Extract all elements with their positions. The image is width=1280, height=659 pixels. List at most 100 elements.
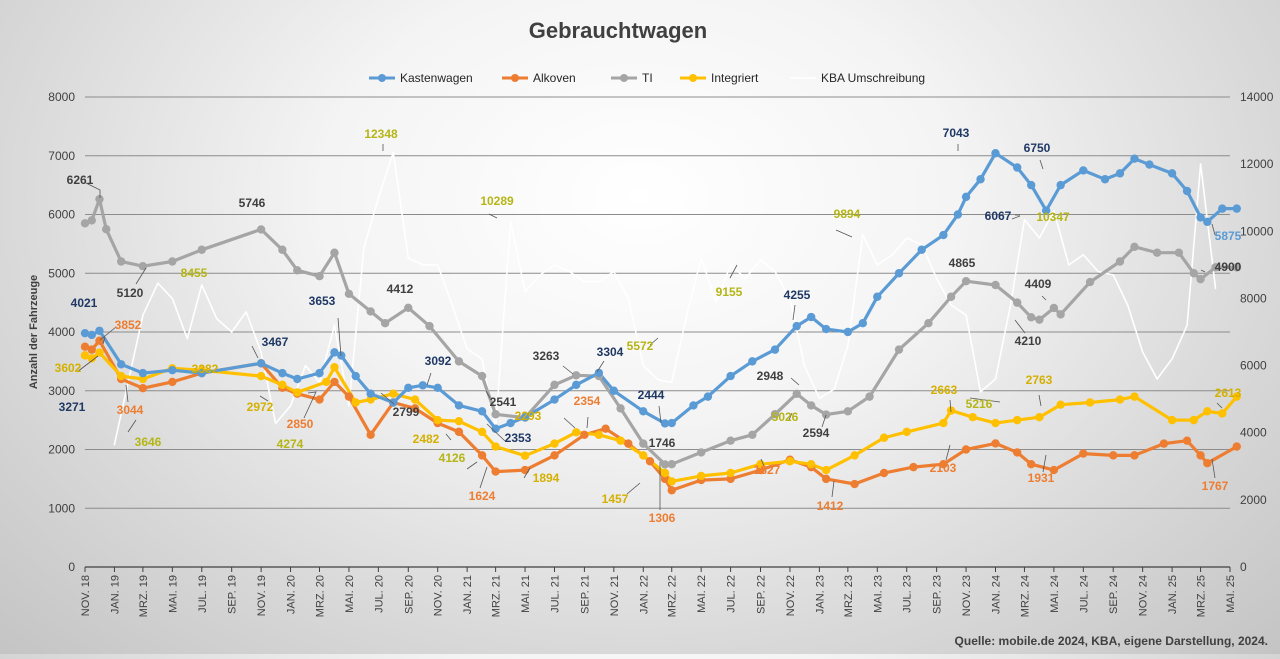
marker-integriert [322,377,331,387]
y-tick-label: 3000 [48,384,75,398]
marker-kastenwagen [609,386,619,395]
marker-ti [961,276,971,286]
marker-alkoven [580,430,589,440]
marker-kastenwagen [520,412,530,422]
marker-alkoven [660,474,670,484]
marker-kastenwagen [87,330,96,340]
marker-integriert [1013,415,1022,425]
leader-line [125,384,129,403]
marker-ti [748,430,757,440]
legend-label: Alkoven [533,71,576,85]
marker-alkoven [477,451,487,460]
marker-ti [571,371,581,380]
x-tick-label: JAN. 25 [1167,575,1179,614]
marker-kastenwagen [703,392,713,401]
leader-line [1038,394,1042,407]
marker-kastenwagen [454,401,464,410]
marker-kastenwagen [95,326,104,335]
marker-ti [843,407,853,416]
y2-tick-label: 4000 [1240,426,1267,440]
data-label: 6067 [985,209,1012,223]
marker-kastenwagen [116,360,126,369]
y-axis-label: Anzahl der Fahrzeuge [28,275,40,389]
marker-integriert [477,427,487,437]
marker-alkoven [168,377,177,387]
x-tick-label: MRZ. 23 [843,575,855,617]
y2-tick-label: 0 [1240,560,1247,574]
marker-integriert [1085,398,1095,407]
x-tick-label: JUL. 22 [726,575,738,613]
marker-ti [1115,257,1125,266]
marker-kastenwagen [660,419,670,428]
marker-integriert [1189,415,1199,425]
marker-ti [404,303,413,312]
data-label: 3092 [425,354,452,368]
leader-line [479,466,488,489]
marker-integriert [968,412,978,422]
marker-alkoven [454,427,464,437]
data-label: 2948 [757,369,784,383]
marker-ti [1130,242,1139,252]
marker-alkoven [1027,459,1036,469]
x-tick-label: SEP. 22 [756,575,768,614]
marker-ti [821,410,831,419]
x-tick-label: MRZ. 20 [315,575,327,617]
leader-line [658,405,662,424]
x-tick-label: MAI. 23 [872,575,884,613]
leader-line [466,461,478,470]
marker-kastenwagen [1056,180,1065,190]
x-tick-label: MRZ. 25 [1196,575,1208,617]
data-label: 3044 [117,403,144,417]
marker-kastenwagen [389,398,398,407]
x-tick-label: MAI. 21 [520,575,532,613]
marker-kastenwagen [1013,163,1022,172]
marker-alkoven [410,404,420,413]
leader-line [945,444,951,461]
marker-kastenwagen [366,389,375,398]
marker-kastenwagen [806,312,816,322]
y-tick-label: 7000 [48,149,75,163]
marker-kastenwagen [726,371,735,381]
marker-alkoven [909,462,918,472]
marker-kastenwagen [770,345,780,354]
marker-ti [806,401,816,410]
marker-ti [116,257,126,266]
marker-ti [1035,315,1044,324]
data-label: 3304 [597,345,624,359]
leader-line [303,391,317,419]
data-label: 3602 [55,361,82,375]
marker-alkoven [138,383,148,393]
data-label: 2850 [287,417,314,431]
marker-alkoven [520,465,530,475]
marker-integriert [571,428,581,437]
x-tick-label: JAN. 24 [990,575,1002,614]
x-tick-label: MAI. 19 [167,575,179,613]
marker-ti [1211,263,1220,272]
marker-alkoven [1159,439,1169,448]
y2-tick-label: 10000 [1240,224,1274,238]
marker-kastenwagen [961,192,971,202]
marker-kastenwagen [1115,169,1125,178]
marker-ti [197,245,206,254]
x-tick-label: JAN. 19 [109,575,121,614]
marker-ti [87,216,96,225]
marker-kastenwagen [80,328,90,338]
x-tick-label: SEP. 19 [227,575,239,614]
marker-ti [1152,248,1162,257]
x-tick-label: SEP. 23 [932,575,944,614]
marker-integriert [454,416,464,426]
marker-integriert [256,371,266,381]
x-tick-label: JUL. 19 [197,575,209,613]
leader-line [127,419,137,433]
leader-line [445,433,452,441]
data-label: 9155 [716,285,743,299]
marker-ti [366,307,375,316]
marker-integriert [520,451,530,460]
marker-integriert [1115,395,1125,404]
x-tick-label: JUL. 24 [1078,575,1090,613]
marker-ti [1013,298,1022,307]
marker-kastenwagen [843,327,853,337]
marker-alkoven [1182,436,1192,445]
marker-ti [1085,277,1095,287]
marker-kastenwagen [939,230,948,240]
